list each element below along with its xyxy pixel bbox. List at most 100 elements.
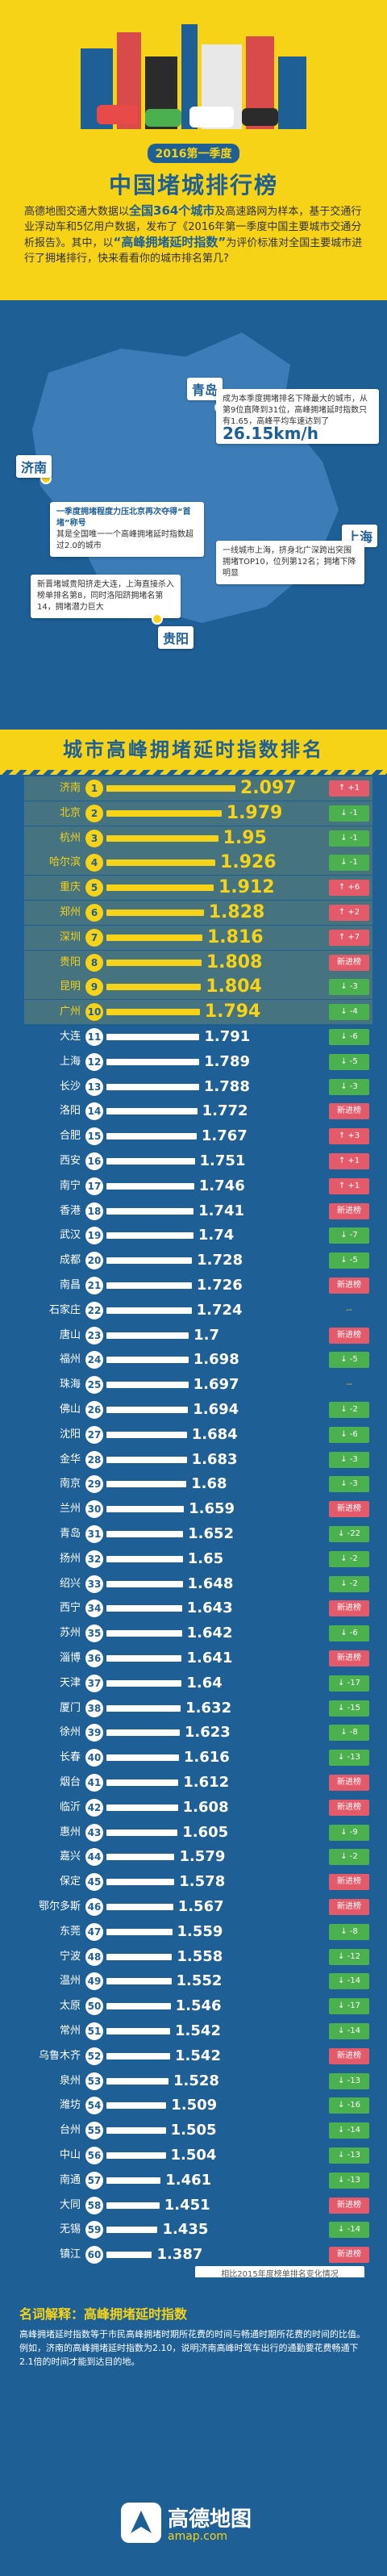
rank-number: 54 (85, 2097, 103, 2115)
city-label: 乌鲁木齐 (38, 2049, 81, 2062)
rank-number: 22 (85, 1301, 103, 1319)
jinan-callout: 一季度拥堵程度力压北京再次夺得“首堵”称号 其是全国唯一一个高峰拥堵延时指数超过… (50, 502, 204, 557)
ranking-chart: 济南 1 2.097 ↑ +1 北京 2 1.979 ↓ -1 杭州 3 1.95 ↓ -1 哈尔滨 4 1… (0, 775, 387, 2277)
value-bar (106, 1481, 187, 1488)
rank-change-badge: ↓ -5 (329, 1053, 369, 1070)
city-label: 唐山 (59, 1328, 81, 1341)
value-bar (106, 2252, 152, 2259)
rank-change-badge: ↓ -2 (329, 1575, 369, 1592)
rank-change-badge: ↑ +6 (329, 880, 369, 897)
rank-number: 44 (85, 1848, 103, 1867)
rank-number: 34 (85, 1600, 103, 1618)
city-label: 洛阳 (59, 1105, 81, 1118)
value-bar (106, 1456, 187, 1463)
qingdao-callout: 成为本季度拥堵排名下降最大的城市，从第9位直降到31位，高峰拥堵延时指数只有1.… (216, 389, 379, 444)
rank-change-badge: ↓ -2 (329, 1402, 369, 1418)
city-label: 徐州 (59, 1726, 81, 1739)
value-bar (106, 1829, 178, 1836)
amap-logo-icon (121, 2503, 161, 2543)
rank-change-badge: ↓ -1 (329, 805, 369, 822)
value-bar (106, 1332, 189, 1339)
rank-number: 31 (85, 1525, 103, 1543)
value-label: 1.632 (185, 1699, 232, 1717)
value-bar (106, 1879, 175, 1886)
value-label: 1.74 (198, 1227, 235, 1244)
rank-change-badge: ↓ -3 (329, 1476, 369, 1493)
value-label: 1.579 (179, 1848, 226, 1866)
value-bar (106, 1605, 182, 1612)
city-label: 广州 (59, 1006, 81, 1018)
city-label: 合肥 (59, 1130, 81, 1143)
value-bar (106, 2052, 171, 2060)
city-label: 烟台 (59, 1776, 81, 1788)
city-label: 太原 (59, 2000, 81, 2013)
rank-number: 27 (85, 1425, 103, 1444)
rank-number: 51 (85, 2022, 103, 2040)
value-label: 1.528 (173, 2072, 219, 2089)
value-bar (106, 1555, 183, 1562)
rank-number: 47 (85, 1922, 103, 1941)
value-bar (106, 1729, 180, 1737)
rank-number: 15 (85, 1127, 103, 1146)
rank-number: 49 (85, 1972, 103, 1991)
value-bar (106, 1630, 182, 1637)
city-label: 温州 (59, 1975, 81, 1988)
rank-number: 23 (85, 1326, 103, 1344)
rank-number: 36 (85, 1650, 103, 1667)
city-label: 佛山 (59, 1403, 81, 1416)
rank-number: 8 (85, 953, 103, 972)
value-label: 1.578 (179, 1873, 226, 1891)
city-label: 厦门 (59, 1701, 81, 1714)
value-bar (106, 1307, 192, 1314)
value-bar (106, 1158, 195, 1165)
rank-number: 17 (85, 1177, 103, 1195)
city-label: 青岛 (59, 1528, 81, 1540)
rank-number: 41 (85, 1774, 103, 1792)
rank-number: 59 (85, 2221, 103, 2239)
value-label: 1.979 (226, 802, 283, 823)
rank-change-badge: ↓ -8 (329, 1725, 369, 1742)
value-bar (106, 1779, 179, 1786)
value-label: 1.698 (193, 1351, 239, 1369)
value-bar (106, 2127, 166, 2135)
rank-number: 26 (85, 1401, 103, 1419)
value-bar (106, 859, 216, 867)
rank-number: 56 (85, 2147, 103, 2164)
rank-number: 46 (85, 1898, 103, 1916)
value-bar (106, 834, 218, 842)
value-bar (106, 2003, 171, 2010)
rank-change-badge: 新进榜 (329, 1799, 369, 1816)
value-bar (106, 1655, 182, 1662)
intro-highlight: 全国364个城市 (129, 203, 215, 218)
rank-change-badge: ↓ -17 (329, 1675, 369, 1692)
rank-change-badge: ↑ +7 (329, 929, 369, 946)
value-label: 1.542 (175, 2022, 221, 2039)
guiyang-callout: 新晋堵城贵阳挤走大连，上海直接杀入榜单排名第8，同时洛阳跻拥堵名第14，拥堵潜力… (31, 575, 181, 618)
value-bar (106, 1207, 194, 1215)
rank-change-badge: 新进榜 (329, 2047, 369, 2064)
value-label: 1.505 (170, 2122, 217, 2139)
city-label: 潍坊 (59, 2099, 81, 2112)
city-label: 珠海 (59, 1378, 81, 1391)
value-label: 1.504 (170, 2147, 217, 2164)
value-bar (106, 2028, 171, 2034)
value-bar (106, 1804, 178, 1811)
stripe-divider (0, 770, 387, 775)
rank-change-badge: 新进榜 (329, 1278, 369, 1294)
city-label: 宁波 (59, 1950, 81, 1963)
city-label: 哈尔滨 (48, 856, 81, 869)
rank-number: 55 (85, 2122, 103, 2140)
value-label: 1.648 (187, 1574, 234, 1592)
rank-change-badge: ↓ -14 (329, 2023, 369, 2039)
rank-change-badge: ↓ -3 (329, 1451, 369, 1468)
value-label: 1.558 (177, 1947, 223, 1965)
city-label: 绍兴 (59, 1577, 81, 1590)
rank-number: 14 (85, 1102, 103, 1121)
rank-change-badge: ↓ -12 (329, 1948, 369, 1965)
city-label: 苏州 (59, 1627, 81, 1640)
intro-highlight: “高峰拥堵延时指数” (113, 235, 227, 249)
value-label: 1.926 (220, 852, 277, 873)
term-title: 名词解释：高峰拥堵延时指数 (19, 2306, 188, 2322)
value-label: 1.728 (197, 1252, 243, 1269)
qingdao-speed: 26.15km/h (223, 424, 318, 443)
